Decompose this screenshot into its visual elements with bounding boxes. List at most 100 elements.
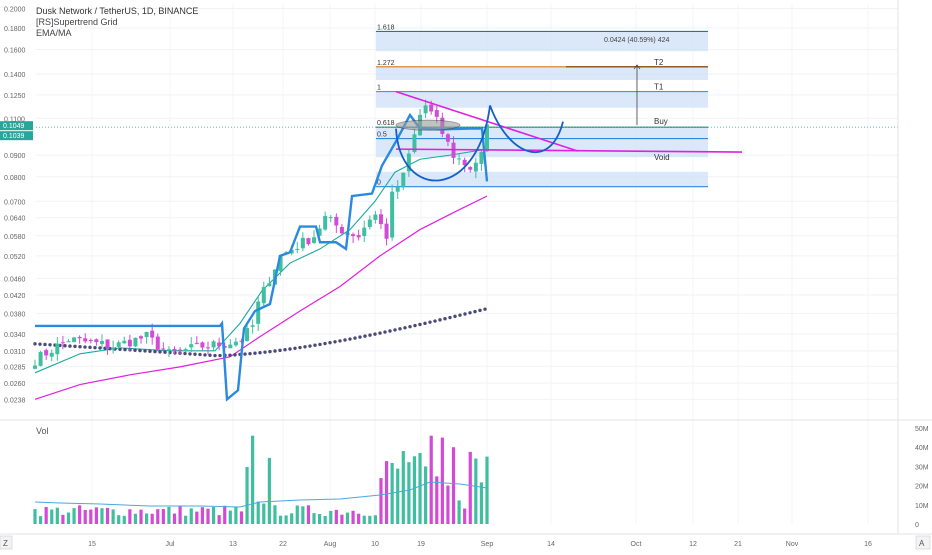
candle-body[interactable] (306, 238, 311, 245)
candle-body[interactable] (172, 348, 177, 351)
candle-body[interactable] (395, 186, 400, 192)
candle-body[interactable] (49, 352, 54, 357)
candle-body[interactable] (457, 158, 462, 160)
candle-body[interactable] (83, 338, 88, 342)
candle-body[interactable] (38, 351, 43, 366)
candle-body[interactable] (384, 223, 389, 239)
candle-body[interactable] (183, 349, 188, 351)
volume-bar (278, 515, 283, 524)
candle-body[interactable] (390, 191, 395, 238)
candle-body[interactable] (278, 255, 283, 272)
candle-body[interactable] (312, 237, 317, 243)
candle-body[interactable] (351, 234, 356, 237)
indicator-ema-label[interactable]: EMA/MA (36, 28, 72, 38)
candle-body[interactable] (189, 344, 194, 348)
fib-band (376, 127, 708, 139)
candle-body[interactable] (127, 339, 132, 347)
volume-bar (412, 456, 417, 524)
candle-body[interactable] (328, 217, 333, 219)
candle-body[interactable] (77, 337, 82, 339)
candle-body[interactable] (378, 214, 383, 225)
candle-body[interactable] (44, 350, 49, 356)
candle-body[interactable] (468, 167, 473, 170)
candle-body[interactable] (205, 347, 210, 349)
candle-body[interactable] (99, 340, 104, 344)
candle-body[interactable] (139, 336, 144, 339)
candle-body[interactable] (88, 340, 93, 342)
indicator-supertrend-label[interactable]: [RS]Supertrend Grid (36, 17, 118, 27)
candle-body[interactable] (412, 134, 417, 152)
ma-dot (148, 349, 152, 353)
candle-body[interactable] (111, 347, 116, 350)
candle-body[interactable] (233, 341, 238, 346)
volume-bar (133, 513, 138, 524)
candle-body[interactable] (434, 110, 439, 117)
candle-body[interactable] (200, 342, 205, 348)
volume-bar (239, 511, 244, 524)
candle-body[interactable] (362, 227, 367, 237)
candle-body[interactable] (133, 337, 138, 347)
volume-bar (251, 435, 255, 524)
volume-bar (373, 515, 377, 524)
candle-body[interactable] (66, 341, 71, 343)
ma-dot (318, 342, 322, 347)
candle-body[interactable] (300, 237, 305, 249)
candle-body[interactable] (166, 349, 171, 351)
candle-body[interactable] (72, 337, 77, 343)
candle-body[interactable] (228, 344, 233, 349)
ma-dot (203, 353, 207, 357)
candle-body[interactable] (122, 340, 127, 344)
candle-body[interactable] (373, 214, 378, 220)
candle-body[interactable] (473, 162, 478, 172)
candle-body[interactable] (445, 134, 450, 142)
candle-body[interactable] (479, 151, 484, 164)
candle-body[interactable] (178, 349, 183, 351)
candle-body[interactable] (55, 343, 60, 355)
candle-body[interactable] (485, 124, 489, 152)
volume-bar (172, 513, 177, 524)
auto-scale-button[interactable]: A (919, 539, 925, 548)
candle-body[interactable] (406, 153, 411, 172)
candle-body[interactable] (194, 342, 199, 344)
ma-dot (393, 328, 397, 332)
candle-body[interactable] (356, 235, 361, 238)
candle-body[interactable] (250, 325, 255, 327)
candle-body[interactable] (323, 215, 328, 230)
ma-dot (463, 312, 467, 316)
candle-body[interactable] (423, 105, 428, 114)
candle-body[interactable] (367, 219, 372, 228)
candle-body[interactable] (289, 249, 294, 254)
fib-band (376, 91, 708, 108)
candle-body[interactable] (116, 342, 121, 347)
candle-body[interactable] (94, 339, 99, 343)
candle-body[interactable] (339, 227, 344, 234)
y-tick-label: 0.1400 (4, 72, 26, 79)
candle-body[interactable] (161, 348, 166, 350)
candle-body[interactable] (211, 341, 216, 348)
zoom-corner-button[interactable]: Z (3, 539, 8, 548)
candle-body[interactable] (239, 340, 244, 342)
candle-body[interactable] (60, 342, 65, 344)
candle-body[interactable] (150, 330, 155, 338)
x-tick-label: 13 (229, 541, 237, 548)
volume-bar (463, 508, 467, 524)
candle-body[interactable] (317, 228, 322, 236)
candle-body[interactable] (334, 216, 339, 226)
candle-body[interactable] (256, 301, 261, 324)
y-tick-label: 0.0238 (4, 397, 26, 404)
candle-body[interactable] (401, 172, 406, 188)
candle-body[interactable] (295, 248, 300, 251)
candle-body[interactable] (33, 365, 37, 369)
candle-body[interactable] (429, 104, 434, 112)
candle-body[interactable] (144, 331, 149, 338)
candle-body[interactable] (155, 336, 160, 350)
candle-body[interactable] (261, 287, 266, 304)
candle-body[interactable] (245, 327, 250, 342)
candle-body[interactable] (267, 283, 272, 287)
volume-bar (401, 451, 405, 524)
candle-body[interactable] (217, 342, 222, 347)
candle-body[interactable] (105, 339, 110, 349)
candle-body[interactable] (462, 159, 467, 166)
